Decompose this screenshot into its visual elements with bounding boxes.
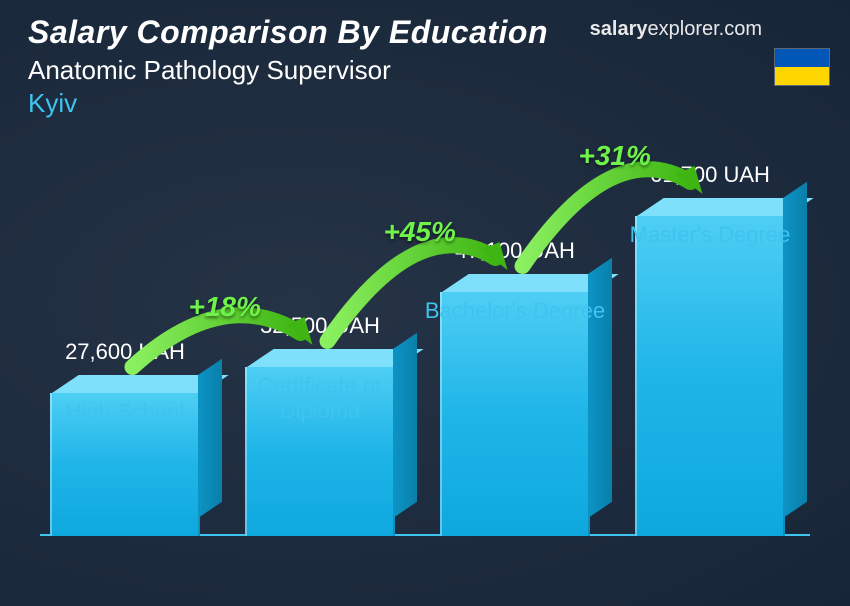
bar-group: 27,600 UAHHigh School xyxy=(50,393,200,536)
bar-side-face xyxy=(393,333,417,518)
bar-label: Certificate or Diploma xyxy=(225,373,415,424)
bar-label: Master's Degree xyxy=(615,222,805,247)
bar-side-face xyxy=(198,359,222,518)
bar xyxy=(635,216,785,536)
chart-city: Kyiv xyxy=(28,88,548,119)
pct-increase: +18% xyxy=(189,291,261,323)
chart-title: Salary Comparison By Education xyxy=(28,14,548,51)
bar-side-face xyxy=(588,258,612,518)
header: Salary Comparison By Education Anatomic … xyxy=(28,14,548,119)
bar-chart: 27,600 UAHHigh School 32,500 UAHCertifica… xyxy=(40,160,810,590)
bar-group: 47,100 UAHBachelor's Degree xyxy=(440,292,590,536)
chart-subtitle: Anatomic Pathology Supervisor xyxy=(28,55,548,86)
bar xyxy=(440,292,590,536)
bar-group: 32,500 UAHCertificate or Diploma xyxy=(245,367,395,536)
bar-label: Bachelor's Degree xyxy=(420,298,610,323)
brand-rest: explorer.com xyxy=(648,18,763,40)
brand-bold: salary xyxy=(590,18,648,40)
bar-value: 27,600 UAH xyxy=(30,339,220,365)
flag-bottom xyxy=(775,67,829,85)
brand-text: salaryexplorer.com xyxy=(590,18,762,41)
bar-label: High School xyxy=(30,399,220,424)
pct-increase: +45% xyxy=(384,216,456,248)
flag-icon xyxy=(774,48,830,86)
bar-group: 61,700 UAHMaster's Degree xyxy=(635,216,785,536)
flag-top xyxy=(775,49,829,67)
pct-increase: +31% xyxy=(579,140,651,172)
